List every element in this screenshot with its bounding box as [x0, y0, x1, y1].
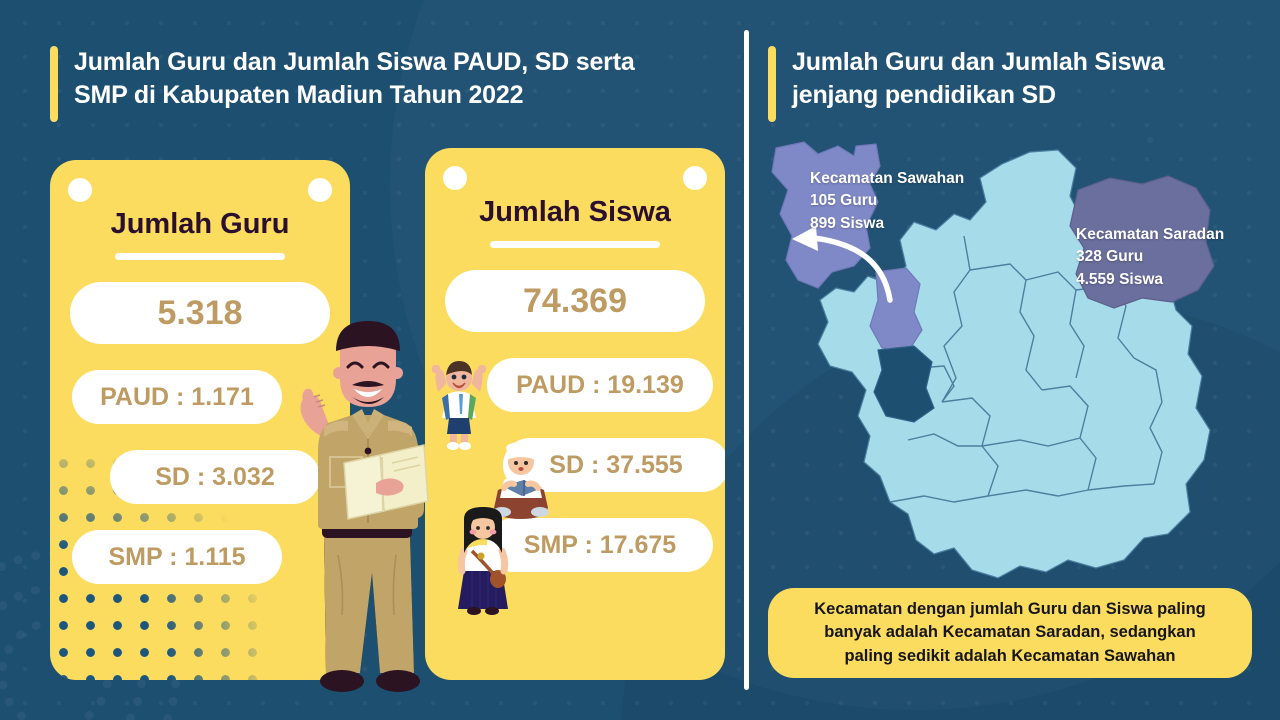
map-arrow-path — [811, 235, 893, 303]
map-caption-box: Kecamatan dengan jumlah Guru dan Siswa p… — [768, 588, 1252, 678]
card-guru-row-smp: SMP : 1.115 — [72, 530, 282, 584]
map-caption-text: Kecamatan dengan jumlah Guru dan Siswa p… — [814, 599, 1206, 665]
map-container: Kecamatan Sawahan 105 Guru 899 Siswa Kec… — [758, 140, 1268, 590]
map-region-saradan — [1069, 175, 1215, 309]
card-siswa-row-paud: PAUD : 19.139 — [487, 358, 713, 412]
panel-divider — [744, 30, 749, 690]
card-siswa-row-sd: SD : 37.555 — [503, 438, 725, 492]
card-siswa-total: 74.369 — [445, 270, 705, 332]
card-siswa-row-smp: SMP : 17.675 — [487, 518, 713, 572]
student-boy-illustration — [432, 361, 486, 450]
card-punch-hole-left — [443, 166, 467, 190]
card-guru-underline — [115, 253, 285, 260]
card-punch-hole-right — [308, 178, 332, 202]
card-punch-hole-left — [68, 178, 92, 202]
card-punch-hole-right — [683, 166, 707, 190]
map-district-boundaries — [867, 235, 1163, 503]
card-guru-row-sd: SD : 3.032 — [110, 450, 320, 504]
map-region-sawahan-actual — [869, 267, 923, 353]
card-siswa-underline — [490, 241, 660, 248]
teacher-illustration — [300, 321, 429, 692]
map-label-sawahan: Kecamatan Sawahan 105 Guru 899 Siswa — [810, 170, 965, 232]
card-siswa-heading: Jumlah Siswa — [479, 196, 671, 228]
kabupaten-madiun-map — [771, 141, 1215, 579]
student-girl-illustration — [457, 507, 509, 615]
map-arrow-head — [792, 226, 818, 251]
right-panel-title: Jumlah Guru dan Jumlah Siswa jenjang pen… — [768, 46, 1238, 122]
map-label-saradan: Kecamatan Saradan 328 Guru 4.559 Siswa — [1076, 226, 1225, 288]
right-title-text: Jumlah Guru dan Jumlah Siswa jenjang pen… — [792, 48, 1165, 109]
left-title-text: Jumlah Guru dan Jumlah Siswa PAUD, SD se… — [74, 48, 635, 109]
card-guru-heading: Jumlah Guru — [110, 208, 290, 240]
card-guru-total: 5.318 — [70, 282, 330, 344]
card-guru-row-paud: PAUD : 1.171 — [72, 370, 282, 424]
map-region-shaded — [873, 345, 935, 423]
left-panel-title: Jumlah Guru dan Jumlah Siswa PAUD, SD se… — [50, 46, 710, 122]
title-accent-bar — [50, 46, 58, 122]
student-reading-illustration — [493, 442, 549, 519]
title-accent-bar — [768, 46, 776, 122]
